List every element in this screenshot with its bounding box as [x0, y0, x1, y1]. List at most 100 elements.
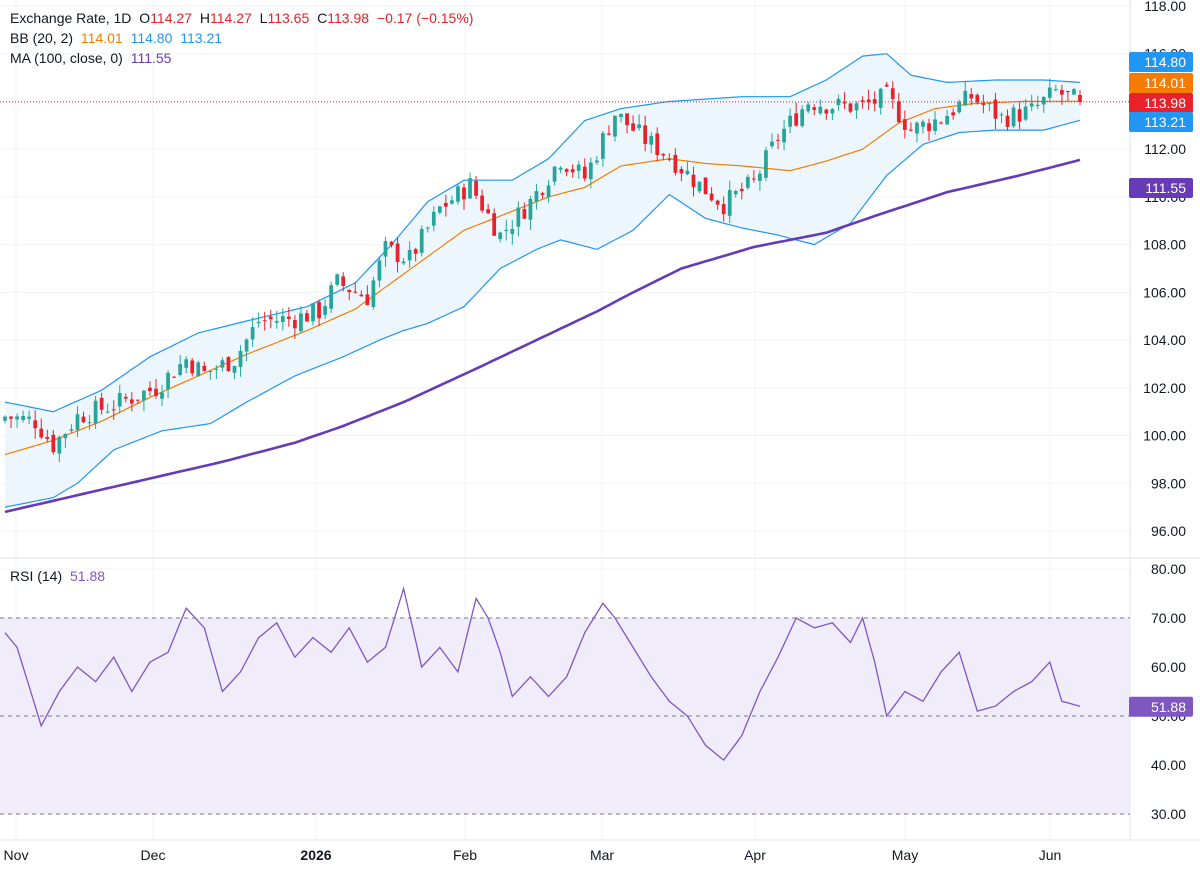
- candle-body: [872, 99, 877, 104]
- candle-body: [154, 388, 158, 396]
- candle: [655, 127, 660, 162]
- candle-body: [782, 128, 786, 143]
- candle-body: [341, 276, 346, 287]
- candle: [226, 356, 231, 372]
- candle-body: [727, 190, 732, 216]
- candle: [135, 399, 140, 404]
- candle-body: [1035, 104, 1040, 106]
- candle-body: [764, 150, 768, 178]
- candle: [305, 309, 309, 322]
- candle-body: [160, 392, 164, 399]
- candle: [601, 130, 605, 167]
- candle: [335, 273, 340, 287]
- candle: [854, 101, 859, 119]
- candle: [443, 194, 448, 217]
- candle: [685, 161, 690, 176]
- candle: [673, 148, 678, 176]
- candle-body: [419, 228, 424, 253]
- candle-body: [945, 116, 950, 125]
- candle-body: [902, 119, 907, 130]
- candle-body: [758, 173, 762, 181]
- candle-body: [631, 123, 635, 131]
- candle: [250, 317, 255, 347]
- candle-body: [498, 232, 503, 240]
- candle-body: [486, 209, 491, 214]
- candle: [504, 219, 509, 241]
- candle-body: [661, 153, 666, 156]
- candle: [649, 131, 654, 154]
- candle-body: [607, 133, 611, 135]
- candle: [413, 247, 418, 262]
- candle-body: [969, 94, 974, 99]
- candle-body: [3, 416, 7, 421]
- candle: [727, 180, 732, 223]
- candle-body: [770, 141, 774, 147]
- candle: [909, 122, 913, 132]
- price-tag-label: 111.55: [1145, 180, 1186, 196]
- candle-body: [679, 168, 684, 174]
- time-tick-label: May: [892, 847, 918, 863]
- price-tag-label: 113.21: [1144, 114, 1186, 130]
- candle-body: [117, 392, 122, 407]
- candle-body: [806, 104, 811, 112]
- rsi-tag-label: 51.88: [1151, 699, 1186, 715]
- candle-body: [649, 135, 654, 145]
- candle: [1005, 109, 1010, 131]
- candle-body: [111, 409, 116, 411]
- candle: [45, 429, 50, 442]
- candle: [474, 175, 478, 200]
- candle: [268, 309, 273, 329]
- candle: [842, 92, 847, 110]
- candle-body: [468, 178, 472, 199]
- candle-body: [594, 160, 599, 163]
- candle: [280, 308, 285, 331]
- candle: [866, 89, 871, 110]
- price-tick-label: 98.00: [1151, 475, 1186, 491]
- candle: [39, 418, 44, 440]
- rsi-tick-label: 70.00: [1151, 610, 1186, 626]
- candle: [117, 384, 122, 414]
- candle-body: [510, 228, 515, 235]
- candle: [999, 112, 1004, 124]
- candle-body: [190, 360, 195, 374]
- candle-body: [383, 241, 388, 257]
- candle-body: [474, 181, 478, 196]
- candle-body: [317, 302, 321, 319]
- candle: [794, 102, 799, 127]
- candle-body: [860, 100, 865, 102]
- candle-body: [1072, 89, 1076, 95]
- candle-body: [625, 113, 629, 126]
- candle: [860, 96, 865, 109]
- candle-body: [745, 176, 750, 188]
- candle: [890, 81, 895, 109]
- candle: [872, 91, 877, 112]
- candle: [824, 108, 829, 120]
- candle-body: [552, 166, 557, 182]
- candle: [286, 307, 291, 327]
- candle-body: [721, 204, 726, 215]
- candle: [588, 157, 593, 189]
- candle: [323, 299, 327, 320]
- candle: [625, 113, 629, 134]
- candle-body: [884, 84, 889, 87]
- rsi-legend: RSI (14) 51.88: [10, 568, 109, 584]
- candle: [431, 206, 436, 232]
- candle-body: [33, 420, 38, 429]
- candle-body: [443, 202, 448, 207]
- candle: [1041, 95, 1046, 113]
- candle-body: [613, 115, 617, 137]
- candle: [921, 119, 925, 134]
- ma-value: 111.55: [130, 50, 172, 66]
- candle-body: [1017, 109, 1022, 122]
- bb-legend: BB (20, 2) 114.01 114.80 113.21: [10, 30, 226, 46]
- low-label: L: [259, 10, 268, 26]
- candle: [148, 381, 152, 397]
- candle-body: [268, 316, 273, 320]
- candle: [1066, 90, 1070, 101]
- candle: [142, 389, 146, 412]
- candle-body: [528, 198, 533, 220]
- candle: [1011, 104, 1016, 129]
- candle-body: [800, 109, 805, 127]
- price-tag: 113.21: [1129, 112, 1193, 132]
